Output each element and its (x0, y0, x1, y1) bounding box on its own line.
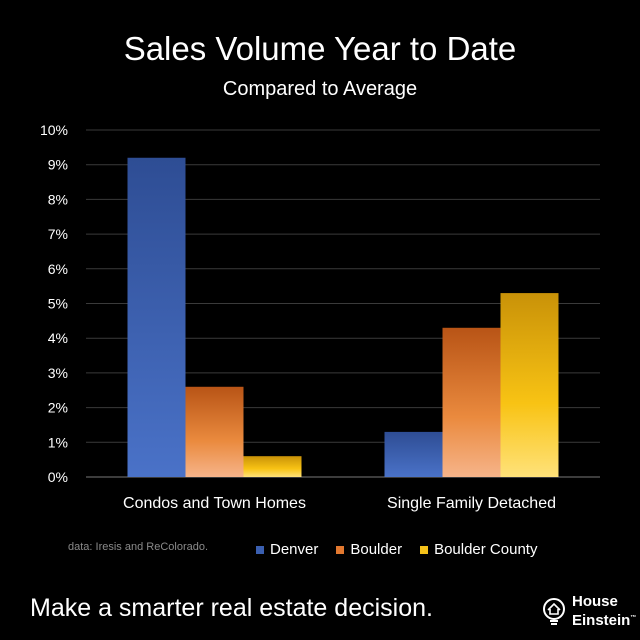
brand-name: House Einstein™ (572, 594, 636, 629)
legend-swatch-denver (256, 545, 264, 554)
y-tick-label: 3% (48, 365, 68, 381)
legend: Denver Boulder Boulder County (256, 541, 537, 558)
bar-boulder-0 (185, 386, 244, 477)
x-category-label: Single Family Detached (387, 495, 556, 512)
legend-label-boulder: Boulder (350, 541, 403, 558)
brand-line-1: House (572, 593, 618, 610)
brand-trademark: ™ (630, 615, 637, 621)
tagline: Make a smarter real estate decision. (30, 594, 433, 622)
y-tick-label: 2% (48, 400, 68, 416)
bar-boulder-county-0 (243, 456, 302, 477)
bar-denver-0 (127, 157, 186, 477)
legend-label-denver: Denver (270, 541, 319, 558)
brand-line-2: Einstein™ (572, 610, 636, 629)
legend-label-boulder-county: Boulder County (434, 541, 538, 558)
y-tick-label: 7% (48, 226, 68, 242)
legend-swatch-boulder-county (420, 545, 429, 554)
legend-item-denver: Denver (256, 541, 318, 558)
bar-boulder-county-1 (500, 293, 559, 477)
brand-line-2-text: Einstein (572, 612, 631, 629)
y-tick-label: 0% (48, 469, 68, 485)
chart-subtitle: Compared to Average (222, 78, 418, 100)
lightbulb-house-icon (543, 597, 565, 625)
y-tick-label: 10% (40, 122, 68, 138)
bar-boulder-1 (442, 327, 501, 477)
bar-denver-1 (384, 431, 443, 477)
y-tick-label: 5% (48, 296, 68, 312)
bar-chart: 0% 1% 2% 3% 4% 5% 6% 7% 8% 9% 10% Condos and Town H… (40, 122, 600, 512)
y-tick-label: 1% (48, 434, 68, 450)
legend-item-boulder-county: Boulder County (420, 541, 537, 558)
chart-title: Sales Volume Year to Date (123, 30, 517, 67)
y-tick-label: 9% (48, 157, 68, 173)
y-tick-label: 8% (48, 191, 68, 207)
source-note: data: Iresis and ReColorado. (68, 541, 209, 553)
x-category-label: Condos and Town Homes (123, 495, 306, 512)
brand-logo: House Einstein™ (540, 594, 636, 629)
legend-swatch-boulder (336, 545, 345, 554)
legend-item-boulder: Boulder (336, 541, 402, 558)
y-tick-label: 4% (48, 330, 68, 346)
y-tick-label: 6% (48, 261, 68, 277)
